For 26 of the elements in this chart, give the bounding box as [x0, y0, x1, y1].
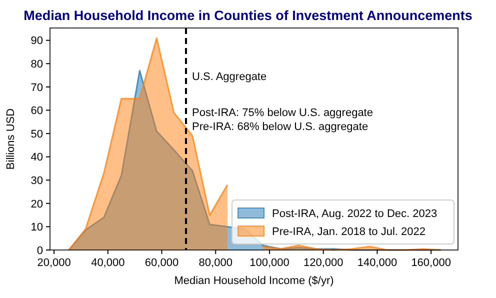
x-tick-label: 40,000 [91, 257, 125, 269]
y-tick-label: 20 [30, 198, 43, 210]
y-tick-label: 10 [30, 222, 43, 234]
y-tick-label: 0 [36, 244, 43, 257]
y-tick-label: 60 [30, 105, 43, 118]
x-tick-label: 60,000 [144, 257, 179, 269]
x-tick-label: 140,000 [357, 257, 398, 269]
annotation: Pre-IRA: 68% below U.S. aggregate [192, 121, 368, 133]
y-tick-label: 40 [30, 152, 43, 164]
chart-title: Median Household Income in Counties of Investment Announcements [24, 8, 472, 23]
y-tick-label: 90 [30, 35, 43, 48]
x-tick-label: 80,000 [198, 257, 232, 269]
y-axis-title: Billions USD [5, 108, 17, 170]
x-axis-title: Median Household Income ($/yr) [174, 275, 334, 287]
y-tick-label: 70 [30, 82, 43, 94]
y-tick-label: 30 [30, 174, 43, 187]
x-tick-label: 100,000 [250, 257, 290, 269]
ref-line-label: U.S. Aggregate [192, 71, 267, 83]
y-tick-label: 50 [30, 128, 43, 140]
legend-label: Pre-IRA, Jan. 2018 to Jul. 2022 [272, 226, 426, 238]
x-tick-label: 120,000 [303, 257, 344, 269]
annotation: Post-IRA: 75% below U.S. aggregate [192, 107, 373, 119]
x-tick-label: 160,000 [411, 257, 451, 269]
x-tick-label: 20,000 [37, 257, 71, 269]
legend-label: Post-IRA, Aug. 2022 to Dec. 2023 [272, 208, 438, 220]
y-tick-label: 80 [30, 58, 43, 70]
